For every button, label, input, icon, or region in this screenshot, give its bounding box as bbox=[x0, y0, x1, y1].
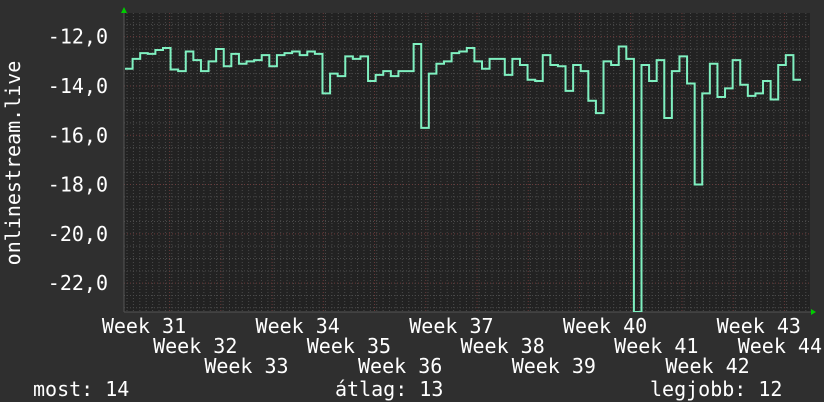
x-tick-label: Week 36 bbox=[358, 354, 442, 378]
y-tick-label: -20,0 bbox=[48, 222, 108, 246]
x-tick-label: Week 40 bbox=[563, 314, 647, 338]
current-value: most: 14 bbox=[33, 377, 130, 401]
x-tick-label: Week 42 bbox=[665, 354, 749, 378]
x-tick-label: Week 35 bbox=[307, 334, 391, 358]
x-tick-label: Week 37 bbox=[409, 314, 493, 338]
series bbox=[125, 43, 801, 312]
x-tick-label: Week 43 bbox=[717, 314, 801, 338]
x-tick-label: Week 31 bbox=[102, 314, 186, 338]
y-tick-label: -14,0 bbox=[48, 74, 108, 98]
x-tick-label: Week 38 bbox=[460, 334, 544, 358]
plot-area bbox=[124, 13, 810, 312]
y-axis-arrow-icon bbox=[121, 7, 127, 13]
grid bbox=[124, 13, 810, 312]
y-tick-label: -18,0 bbox=[48, 173, 108, 197]
x-tick-label: Week 33 bbox=[204, 354, 288, 378]
axes bbox=[121, 7, 816, 315]
x-tick-label: Week 41 bbox=[614, 334, 698, 358]
series-line bbox=[125, 43, 801, 312]
y-tick-label: -12,0 bbox=[48, 25, 108, 49]
x-tick-label: Week 34 bbox=[256, 314, 340, 338]
x-tick-label: Week 32 bbox=[153, 334, 237, 358]
x-tick-label: Week 44 bbox=[738, 334, 822, 358]
x-axis-arrow-icon bbox=[811, 309, 816, 315]
x-tick-label: Week 39 bbox=[512, 354, 596, 378]
best-value: legjobb: 12 bbox=[650, 377, 783, 401]
y-axis-label: onlinestream.live bbox=[1, 61, 25, 266]
y-tick-label: -22,0 bbox=[48, 271, 108, 295]
y-tick-label: -16,0 bbox=[48, 123, 108, 147]
y-tick-labels: -12,0 -14,0 -16,0 -18,0 -20,0 -22,0 bbox=[48, 25, 108, 295]
average-value: átlag: 13 bbox=[335, 377, 444, 401]
